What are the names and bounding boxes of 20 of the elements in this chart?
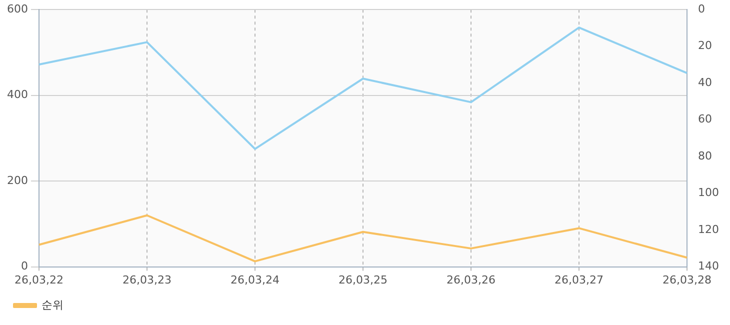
- y2-tick-label: 120: [698, 222, 720, 236]
- y2-tick-label: 100: [698, 186, 720, 200]
- x-tick-label: 26,03,25: [338, 273, 388, 286]
- x-tick-label: 26,03,26: [446, 273, 496, 286]
- y-tick-label: 400: [6, 88, 28, 102]
- x-tick-label: 26,03,23: [122, 273, 172, 286]
- x-tick-label: 26,03,28: [662, 273, 712, 286]
- y2-tick-label: 0: [698, 2, 706, 16]
- y2-tick-label: 20: [698, 39, 712, 52]
- legend-label: 순위: [42, 298, 64, 312]
- y-tick-label: 0: [20, 260, 28, 273]
- y-tick-label: 600: [6, 2, 28, 16]
- y2-tick-label: 80: [698, 149, 712, 162]
- y2-tick-label: 60: [698, 112, 712, 126]
- x-tick-label: 26,03,22: [14, 273, 64, 286]
- y-tick-label: 200: [6, 174, 28, 187]
- x-tick-label: 26,03,24: [230, 273, 280, 286]
- y2-tick-label: 40: [698, 76, 712, 89]
- x-tick-label: 26,03,27: [554, 273, 604, 286]
- y2-tick-label: 140: [698, 260, 720, 273]
